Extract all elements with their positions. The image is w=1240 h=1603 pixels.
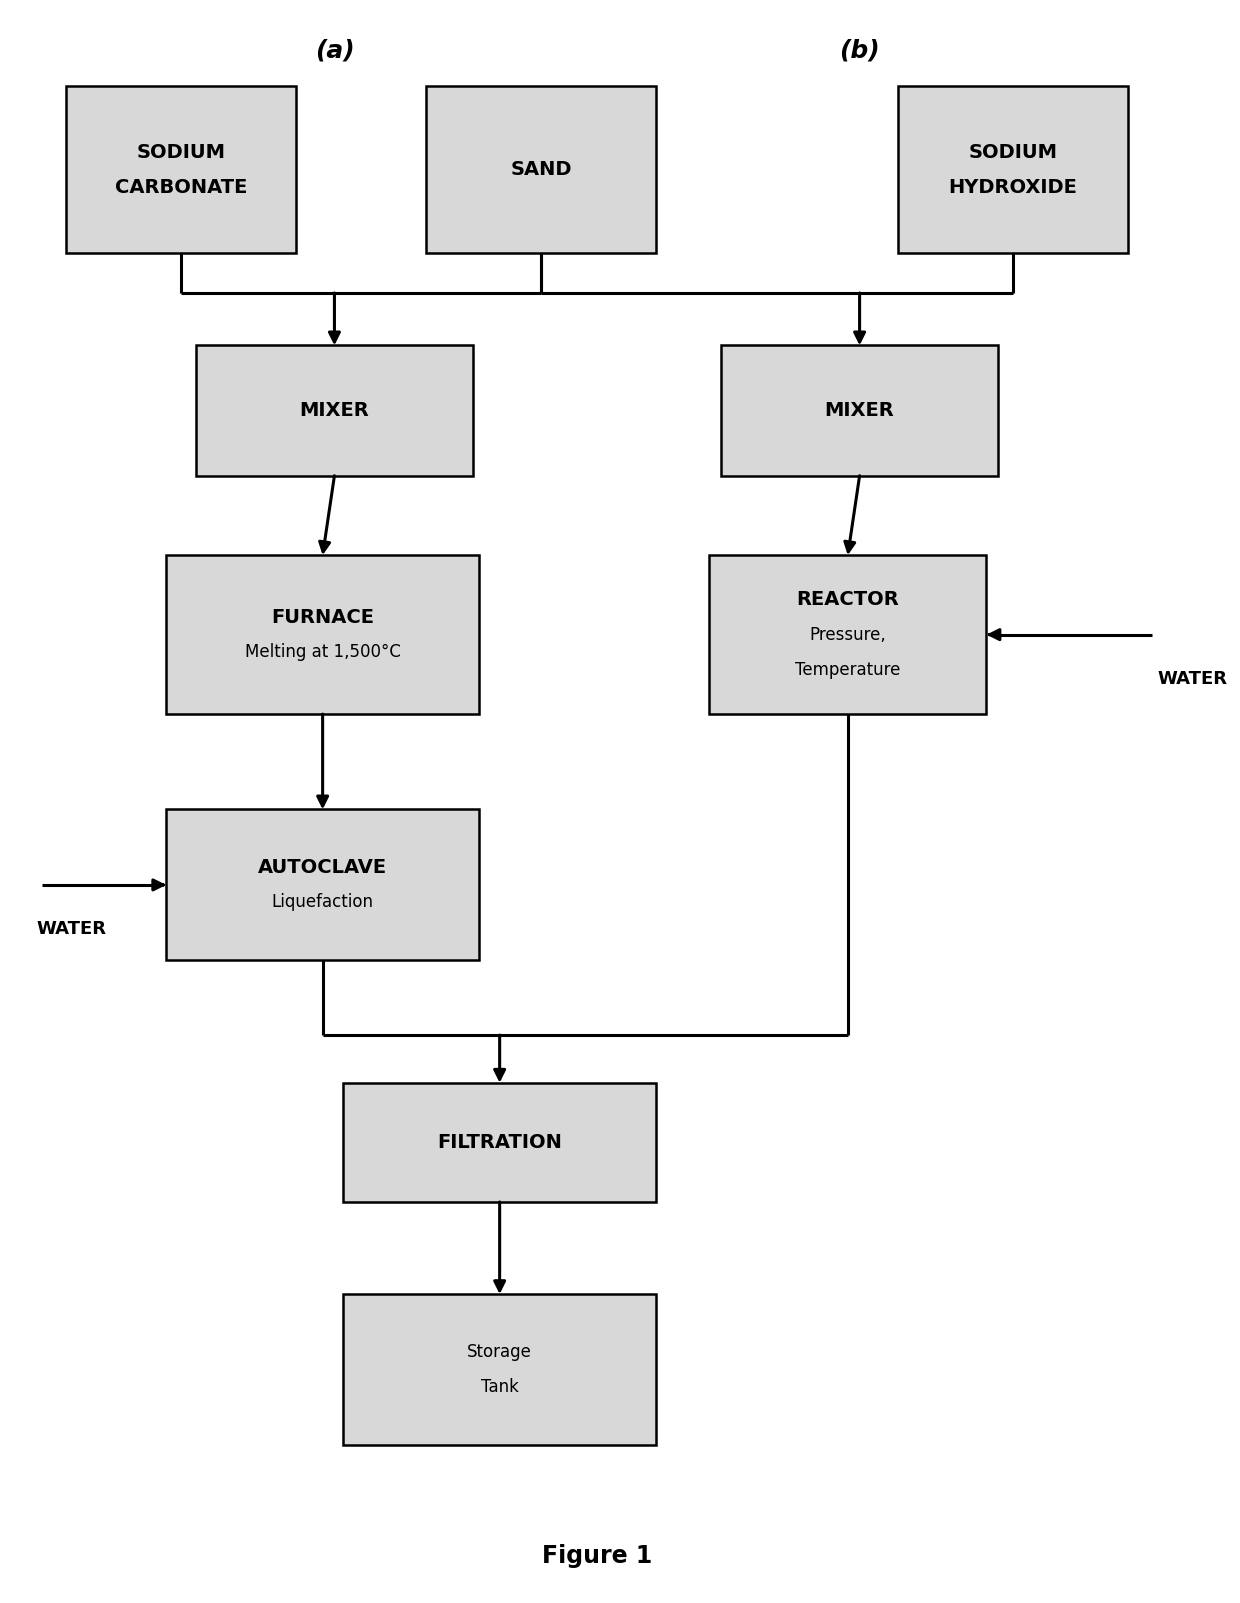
Text: SODIUM: SODIUM [968,143,1058,162]
Bar [709,555,987,713]
Text: Temperature: Temperature [795,660,900,678]
Bar [898,87,1128,253]
Text: Liquefaction: Liquefaction [272,893,373,912]
Bar [196,345,474,476]
Text: REACTOR: REACTOR [796,590,899,609]
Bar [343,1082,656,1202]
Text: (b): (b) [839,38,880,63]
Bar [66,87,296,253]
Text: Pressure,: Pressure, [810,625,887,644]
Text: SODIUM: SODIUM [136,143,226,162]
Bar [720,345,998,476]
Bar [196,345,474,476]
Bar [166,810,479,960]
Text: CARBONATE: CARBONATE [115,178,247,197]
Text: Melting at 1,500°C: Melting at 1,500°C [244,643,401,660]
Text: (a): (a) [315,38,355,63]
Text: Figure 1: Figure 1 [542,1544,652,1568]
Text: SAND: SAND [510,160,572,180]
Bar [425,87,656,253]
Bar [166,555,479,713]
Bar [166,810,479,960]
Bar [709,555,987,713]
Bar [425,87,656,253]
Text: HYDROXIDE: HYDROXIDE [949,178,1078,197]
Bar [343,1082,656,1202]
Text: WATER: WATER [36,920,107,938]
Bar [343,1294,656,1444]
Bar [343,1294,656,1444]
Text: Tank: Tank [481,1379,518,1396]
Text: AUTOCLAVE: AUTOCLAVE [258,858,387,877]
Text: FILTRATION: FILTRATION [438,1133,562,1153]
Bar [66,87,296,253]
Bar [720,345,998,476]
Text: MIXER: MIXER [825,401,894,420]
Text: WATER: WATER [1158,670,1228,688]
Text: Storage: Storage [467,1343,532,1361]
Text: FURNACE: FURNACE [272,608,374,627]
Text: MIXER: MIXER [300,401,370,420]
Bar [898,87,1128,253]
Bar [166,555,479,713]
